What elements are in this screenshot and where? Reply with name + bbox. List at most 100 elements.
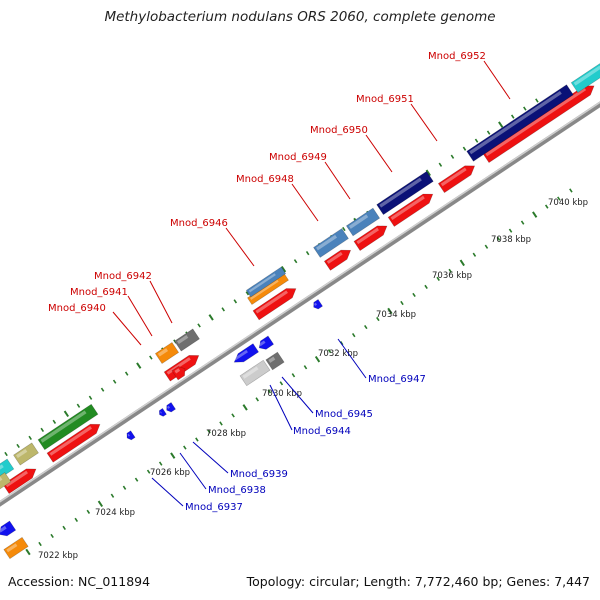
gene-block[interactable]	[154, 342, 180, 364]
gene-block[interactable]	[345, 207, 381, 237]
tick-label: 7038 kbp	[491, 235, 531, 245]
inner-tick	[110, 493, 115, 498]
inner-tick	[219, 421, 223, 426]
outer-tick	[293, 259, 298, 264]
gene-arrow[interactable]	[158, 408, 167, 417]
gene-label-reverse: Mnod_6947	[368, 374, 426, 385]
outer-tick	[208, 314, 214, 321]
tick-label: 7022 kbp	[38, 551, 78, 561]
gene-arrow[interactable]	[311, 299, 323, 310]
inner-tick	[279, 381, 284, 386]
gene-arrow[interactable]	[323, 246, 353, 271]
gene-features[interactable]	[0, 58, 600, 560]
leader-line	[365, 134, 393, 173]
gene-block[interactable]	[174, 328, 200, 352]
gene-label-forward: Mnod_6952	[428, 51, 486, 62]
leader-line	[225, 227, 255, 267]
outer-tick	[63, 410, 70, 418]
gene-block[interactable]	[0, 472, 12, 490]
gene-block[interactable]	[265, 351, 285, 371]
inner-tick	[25, 548, 31, 556]
gene-block[interactable]	[313, 228, 349, 258]
gene-block[interactable]	[570, 58, 600, 94]
outer-tick	[52, 419, 57, 424]
gene-arrow[interactable]	[252, 284, 299, 321]
gene-arrow[interactable]	[231, 343, 260, 367]
tick-label: 7030 kbp	[262, 389, 302, 399]
outer-tick	[498, 121, 504, 128]
gene-label-forward: Mnod_6940	[48, 303, 106, 314]
tick-label: 7034 kbp	[376, 310, 416, 320]
gene-arrow[interactable]	[387, 190, 436, 227]
gene-label-reverse: Mnod_6937	[185, 502, 243, 513]
gene-arrow[interactable]	[2, 464, 39, 494]
gene-label-reverse: Mnod_6945	[315, 409, 373, 420]
gene-block[interactable]	[376, 170, 434, 216]
tick-label: 7040 kbp	[548, 198, 588, 208]
outer-tick	[100, 387, 105, 392]
inner-tick	[242, 404, 248, 411]
outer-tick	[535, 98, 539, 103]
inner-tick	[520, 220, 525, 225]
leader-line	[324, 161, 351, 200]
outer-tick	[149, 355, 153, 360]
gene-block[interactable]	[239, 359, 271, 387]
inner-tick	[387, 307, 393, 315]
leader-line	[269, 384, 293, 431]
inner-tick	[314, 355, 321, 363]
leader-line	[291, 183, 319, 222]
outer-tick	[305, 251, 310, 256]
inner-tick	[327, 349, 332, 354]
gene-label-reverse: Mnod_6939	[230, 469, 288, 480]
gene-arrow[interactable]	[46, 420, 103, 463]
gene-arrow[interactable]	[437, 161, 477, 194]
inner-tick	[496, 236, 501, 241]
outer-tick	[221, 307, 225, 312]
outer-tick	[88, 395, 93, 400]
inner-tick	[146, 469, 151, 474]
inner-tick	[544, 204, 549, 209]
outer-tick	[425, 169, 431, 177]
leader-line	[149, 280, 173, 324]
inner-tick	[158, 461, 163, 466]
gene-arrow[interactable]	[171, 364, 188, 381]
leader-line	[281, 376, 314, 414]
inner-tick	[207, 429, 211, 434]
gene-label-forward: Mnod_6948	[236, 174, 294, 185]
inner-tick	[303, 365, 308, 370]
gene-block[interactable]	[13, 442, 39, 466]
tick-label: 7026 kbp	[150, 468, 190, 478]
gene-arrow[interactable]	[125, 430, 136, 442]
gene-block[interactable]	[0, 458, 15, 480]
tick-labels: 7022 kbp 7024 kbp 7026 kbp 7028 kbp 7030 kbp…	[38, 198, 588, 561]
leader-line	[410, 103, 438, 142]
gene-label-forward: Mnod_6941	[70, 287, 128, 298]
outer-tick	[450, 154, 455, 159]
inner-tick	[557, 196, 561, 201]
inner-tick	[38, 541, 42, 547]
tick-label: 7036 kbp	[432, 271, 472, 281]
leader-line	[337, 338, 367, 379]
gene-block[interactable]	[466, 84, 574, 162]
inner-tick-dots	[25, 188, 573, 556]
inner-tick	[50, 533, 54, 539]
inner-tick	[183, 445, 187, 450]
gene-arrow[interactable]	[256, 335, 275, 352]
outer-tick	[486, 130, 491, 135]
gene-arrow[interactable]	[353, 221, 390, 251]
gene-arrow[interactable]	[0, 520, 17, 539]
gene-arrow[interactable]	[164, 402, 176, 413]
outer-tick	[40, 427, 45, 432]
inner-tick	[472, 252, 477, 257]
gene-block[interactable]	[3, 536, 29, 560]
outer-tick	[474, 138, 479, 143]
gene-block[interactable]	[245, 266, 287, 298]
inner-tick	[339, 341, 344, 346]
outer-tick	[438, 162, 443, 167]
gene-block[interactable]	[37, 403, 99, 451]
outer-tick	[462, 146, 467, 151]
outer-tick	[245, 291, 250, 296]
map-title: Methylobacterium nodulans ORS 2060, comp…	[104, 9, 496, 25]
inner-tick	[569, 188, 573, 193]
